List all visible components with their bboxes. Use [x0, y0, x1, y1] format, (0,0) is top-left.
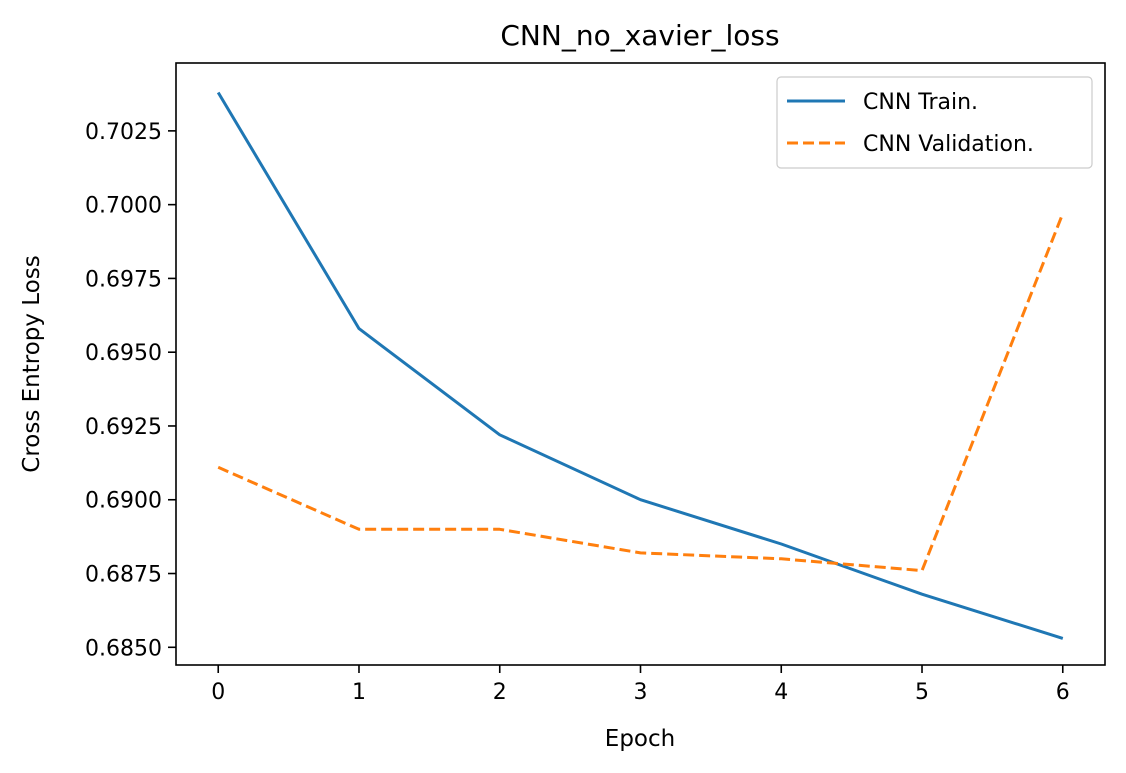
y-tick-label: 0.6925: [85, 415, 162, 440]
y-tick-label: 0.6875: [85, 563, 162, 588]
x-tick-label: 6: [1056, 680, 1070, 705]
series-line-1: [217, 212, 1065, 573]
series-layer: [216, 91, 1065, 640]
y-axis-label: Cross Entropy Loss: [19, 255, 45, 472]
legend: CNN Train. CNN Validation.: [776, 76, 1093, 169]
plot-area-frame: [175, 62, 1106, 666]
y-axis-ticks: 0.6850 0.6875 0.6900 0.6925 0.6950 0.6975 0.70…: [85, 120, 176, 661]
x-tick-label: 3: [634, 680, 648, 705]
x-tick-label: 2: [493, 680, 507, 705]
y-tick-label: 0.7025: [85, 120, 162, 145]
x-tick-label: 5: [915, 680, 929, 705]
x-tick-label: 1: [352, 680, 366, 705]
chart-title: CNN_no_xavier_loss: [500, 19, 779, 52]
y-tick-label: 0.6975: [85, 267, 162, 292]
legend-box: [776, 76, 1093, 169]
y-tick-label: 0.6850: [85, 636, 162, 661]
legend-label-train: CNN Train.: [863, 90, 978, 115]
series-line-0: [216, 91, 1064, 640]
y-tick-label: 0.6900: [85, 489, 162, 514]
y-tick-label: 0.7000: [85, 194, 162, 219]
x-axis-label: Epoch: [605, 726, 675, 752]
legend-label-validation: CNN Validation.: [863, 132, 1034, 157]
x-tick-label: 0: [211, 680, 225, 705]
x-tick-label: 4: [774, 680, 788, 705]
y-tick-label: 0.6950: [85, 341, 162, 366]
x-axis-ticks: 0 1 2 3 4 5 6: [211, 665, 1070, 705]
